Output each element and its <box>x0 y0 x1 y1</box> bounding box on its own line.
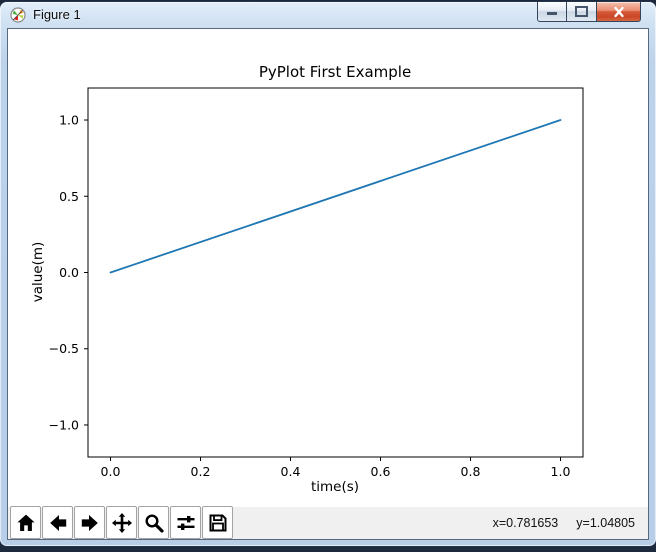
x-tick-label: 0.6 <box>371 464 391 479</box>
minimize-button[interactable] <box>537 2 567 22</box>
maximize-button[interactable] <box>566 2 597 22</box>
window-controls <box>537 2 641 22</box>
matplotlib-logo-icon <box>10 7 26 23</box>
arrow-left-icon <box>49 514 66 531</box>
y-tick-label: −1.0 <box>49 417 79 432</box>
back-button[interactable] <box>42 506 73 539</box>
plot-title: PyPlot First Example <box>258 63 412 81</box>
plot-toolbar <box>10 506 234 539</box>
plot-area[interactable]: 0.0 0.2 0.4 0.6 0.8 1.0 −1.0 −0.5 0.0 0.5 1.0 <box>8 29 648 507</box>
forward-button[interactable] <box>74 506 105 539</box>
figure-canvas[interactable]: 0.0 0.2 0.4 0.6 0.8 1.0 −1.0 −0.5 0.0 0.5 1.0 PyPl… <box>8 29 648 507</box>
data-line <box>109 119 562 274</box>
configure-subplots-button[interactable] <box>170 506 201 539</box>
x-tick-label: 0.2 <box>191 464 211 479</box>
save-button[interactable] <box>202 506 233 539</box>
cursor-y-readout: y=1.04805 <box>576 516 635 530</box>
magnifier-icon <box>144 513 164 533</box>
axes-frame <box>87 87 584 458</box>
y-axis-label: value(m) <box>30 241 46 303</box>
sliders-icon <box>177 515 194 530</box>
arrow-right-icon <box>81 514 98 531</box>
close-button[interactable] <box>596 2 641 22</box>
home-icon <box>16 514 35 531</box>
move-icon <box>111 512 132 533</box>
cursor-x-readout: x=0.781653 <box>492 516 559 530</box>
home-button[interactable] <box>10 506 41 539</box>
y-tick-label: 1.0 <box>59 113 79 128</box>
titlebar[interactable]: Figure 1 <box>0 2 656 28</box>
client-area: 0.0 0.2 0.4 0.6 0.8 1.0 −1.0 −0.5 0.0 0.5 1.0 PyPl… <box>7 28 649 540</box>
close-icon <box>613 6 624 17</box>
minimize-icon <box>547 11 557 15</box>
y-tick-label: 0.5 <box>59 189 79 204</box>
pan-button[interactable] <box>106 506 137 539</box>
x-tick-label: 0.8 <box>461 464 481 479</box>
window-title: Figure 1 <box>33 7 81 22</box>
x-tick-label: 1.0 <box>551 464 571 479</box>
y-tick-label: 0.0 <box>59 265 79 280</box>
maximize-icon <box>575 6 588 17</box>
floppy-icon <box>209 514 226 531</box>
x-tick-label: 0.0 <box>101 464 121 479</box>
x-axis-label: time(s) <box>310 479 360 495</box>
x-tick-label: 0.4 <box>281 464 301 479</box>
statusbar: x=0.781653 y=1.04805 <box>493 516 635 530</box>
zoom-button[interactable] <box>138 506 169 539</box>
y-tick-label: −0.5 <box>49 341 79 356</box>
